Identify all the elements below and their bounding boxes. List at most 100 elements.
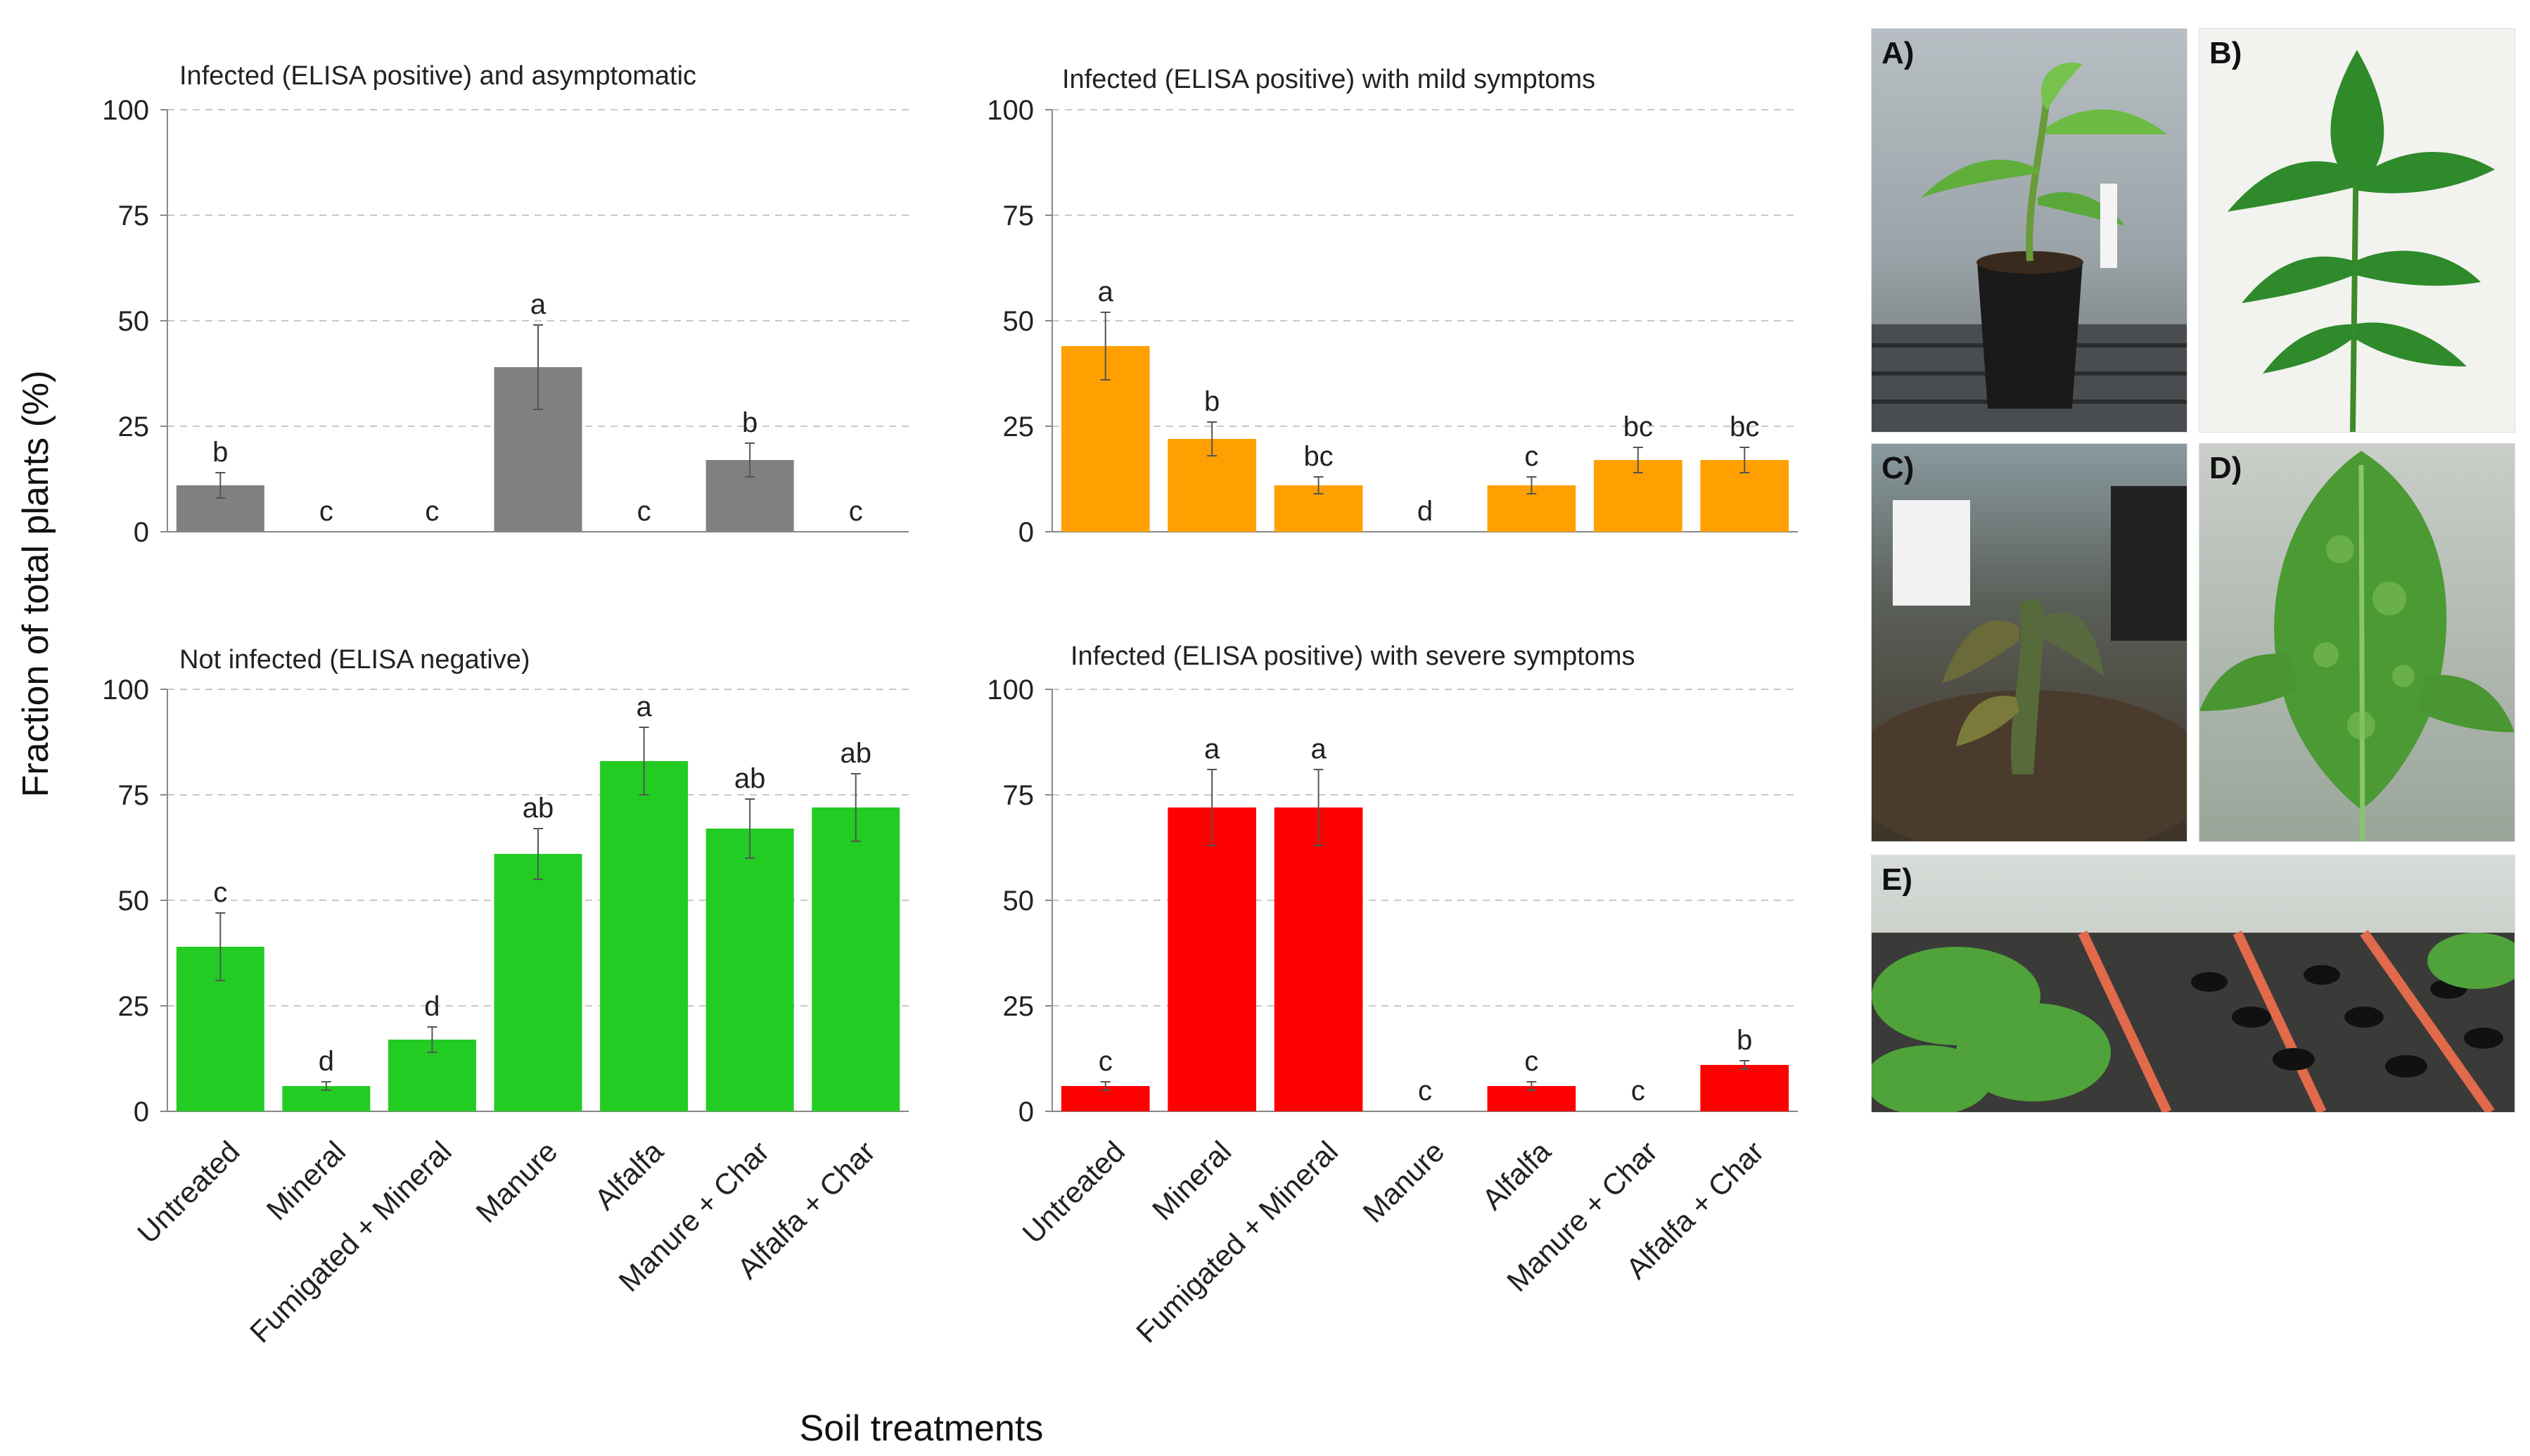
x-tick-label: Mineral xyxy=(1146,1135,1238,1227)
error-bar-2 xyxy=(1207,769,1218,846)
y-axis-title: Fraction of total plants (%) xyxy=(15,371,56,798)
bar-4 xyxy=(494,854,582,1111)
chart-title: Not infected (ELISA negative) xyxy=(179,645,530,675)
photo-b-label: B) xyxy=(2209,36,2242,70)
significance-letter: a xyxy=(1098,276,1114,307)
x-axis-title: Soil treatments xyxy=(800,1408,1044,1449)
significance-letter: bc xyxy=(1303,441,1333,472)
significance-letter: b xyxy=(742,407,758,438)
significance-letter: c xyxy=(213,877,227,908)
photo-d: D) xyxy=(2199,443,2515,842)
significance-letter: bc xyxy=(1623,411,1653,442)
bar-7 xyxy=(812,807,900,1111)
significance-letter: c xyxy=(1524,441,1538,472)
significance-letter: b xyxy=(1737,1025,1752,1056)
error-bar-3 xyxy=(1313,476,1324,494)
significance-letter: b xyxy=(212,437,228,468)
chart-title: Infected (ELISA positive) and asymptomat… xyxy=(179,61,696,91)
x-tick-label: Manure xyxy=(1356,1135,1450,1229)
bar-7 xyxy=(1700,1065,1789,1111)
bar-2 xyxy=(1168,807,1256,1111)
x-tick-label: Untreated xyxy=(1016,1135,1131,1250)
error-bar-4 xyxy=(533,324,543,410)
y-tick-label: 0 xyxy=(134,1097,149,1128)
significance-letter: ab xyxy=(734,763,766,794)
x-tick-label: Mineral xyxy=(260,1135,352,1227)
y-tick-label: 100 xyxy=(102,675,149,705)
error-bar-1 xyxy=(1100,1081,1111,1091)
mottled-leaf-image xyxy=(2199,451,2515,841)
significance-letter: a xyxy=(1204,734,1220,765)
photo-c: C) xyxy=(1871,443,2187,842)
error-bar-6 xyxy=(745,442,755,478)
y-tick-label: 50 xyxy=(118,886,150,917)
error-bar-5 xyxy=(1526,476,1537,494)
significance-letter: c xyxy=(1418,1075,1432,1106)
photo-b: B) xyxy=(2199,28,2515,433)
bar-6 xyxy=(705,829,794,1111)
significance-letter: b xyxy=(1204,386,1220,417)
y-tick-label: 0 xyxy=(134,517,149,548)
chart-title: Infected (ELISA positive) with severe sy… xyxy=(1071,641,1635,671)
error-bar-7 xyxy=(850,773,861,842)
x-tick-label: Alfalfa xyxy=(1476,1135,1557,1216)
photo-d-label: D) xyxy=(2209,451,2242,485)
healthy-leaf-image xyxy=(2228,50,2495,432)
significance-letter: c xyxy=(849,496,863,527)
chart-panel-3: Not infected (ELISA negative) 0 25 50 75 100 c… xyxy=(102,645,909,1349)
error-bar-6 xyxy=(745,798,755,859)
error-bar-3 xyxy=(1313,769,1324,846)
chart-panel-4: Infected (ELISA positive) with severe sy… xyxy=(987,641,1798,1349)
chart-panel-1: Infected (ELISA positive) and asymptomat… xyxy=(102,61,909,548)
photo-c-label: C) xyxy=(1881,451,1915,485)
y-tick-label: 50 xyxy=(118,306,150,337)
photo-e: E) xyxy=(1871,855,2515,1113)
y-tick-label: 100 xyxy=(987,675,1034,705)
significance-letter: d xyxy=(319,1046,334,1077)
tomato-plant-in-pot-image xyxy=(1872,63,2187,432)
y-tick-label: 100 xyxy=(102,95,149,126)
photo-a-label: A) xyxy=(1881,36,1915,70)
y-tick-label: 0 xyxy=(1018,1097,1034,1128)
chart-title: Infected (ELISA positive) with mild symp… xyxy=(1062,65,1595,94)
y-tick-label: 50 xyxy=(1003,886,1035,917)
error-bar-2 xyxy=(321,1081,331,1091)
y-tick-label: 100 xyxy=(987,95,1034,126)
error-bar-3 xyxy=(427,1026,437,1053)
y-tick-label: 75 xyxy=(118,780,150,811)
x-tick-label: Fumigated + Mineral xyxy=(243,1135,458,1349)
error-bar-5 xyxy=(639,727,649,796)
significance-letter: a xyxy=(530,289,547,320)
greenhouse-trays-image xyxy=(1872,929,2515,1112)
error-bar-5 xyxy=(1526,1081,1537,1091)
significance-letter: c xyxy=(1524,1046,1538,1077)
chart-panel-2: Infected (ELISA positive) with mild symp… xyxy=(987,65,1798,548)
photo-e-label: E) xyxy=(1881,862,1912,897)
error-bar-7 xyxy=(1739,1060,1750,1070)
x-tick-label: Untreated xyxy=(131,1135,246,1250)
error-bar-6 xyxy=(1633,447,1643,473)
error-bar-4 xyxy=(533,828,543,880)
y-tick-label: 75 xyxy=(1003,200,1035,231)
error-bar-1 xyxy=(215,472,226,499)
significance-letter: ab xyxy=(523,793,554,824)
significance-letter: a xyxy=(636,691,652,722)
significance-letter: c xyxy=(1099,1046,1113,1077)
y-tick-label: 75 xyxy=(1003,780,1035,811)
y-tick-label: 25 xyxy=(118,411,150,442)
significance-letter: c xyxy=(637,496,651,527)
y-tick-label: 75 xyxy=(118,200,150,231)
error-bar-1 xyxy=(215,912,226,981)
y-tick-label: 25 xyxy=(118,991,150,1022)
significance-letter: c xyxy=(1631,1075,1645,1106)
error-bar-7 xyxy=(1739,447,1750,473)
significance-letter: d xyxy=(424,991,440,1022)
significance-letter: ab xyxy=(840,738,871,769)
bar-5 xyxy=(600,761,689,1111)
significance-letter: bc xyxy=(1730,411,1759,442)
significance-letter: c xyxy=(425,496,439,527)
error-bar-2 xyxy=(1207,421,1218,456)
significance-letter: c xyxy=(319,496,333,527)
x-tick-label: Alfalfa xyxy=(588,1135,670,1216)
y-tick-label: 25 xyxy=(1003,411,1035,442)
